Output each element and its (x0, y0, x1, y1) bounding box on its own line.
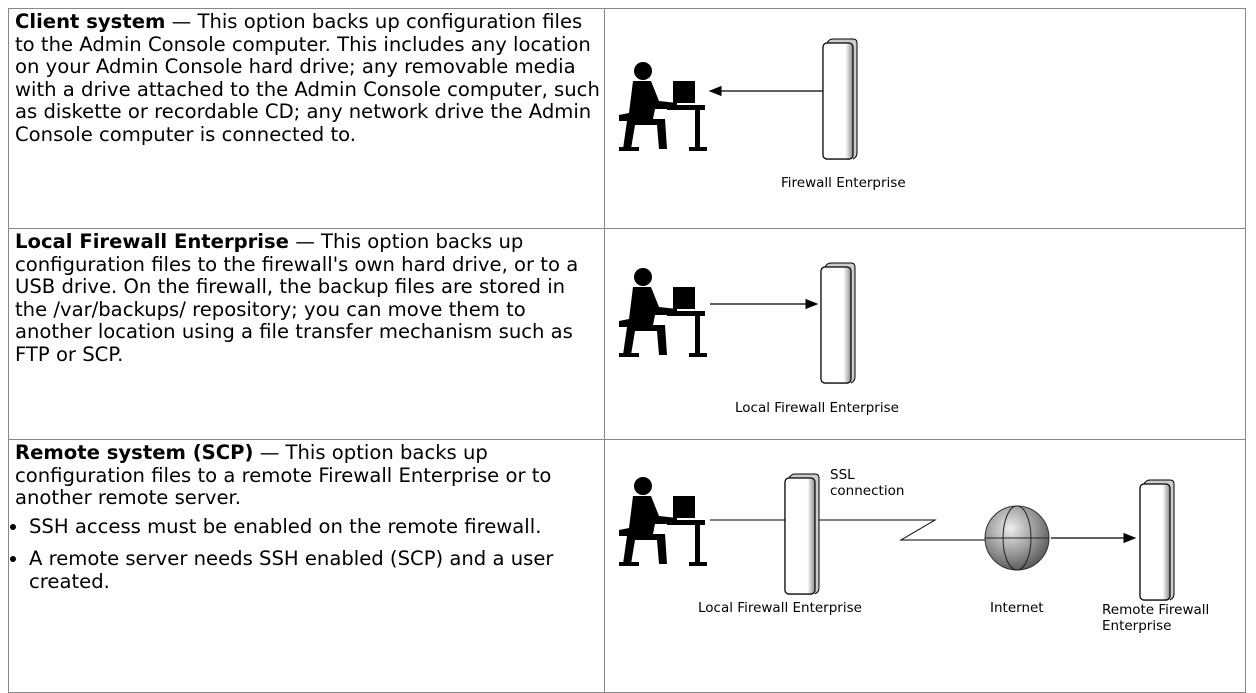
admin-icon (619, 268, 707, 357)
cell: SSL connection Local Firewall Enterprise… (604, 439, 1246, 693)
admin-icon (619, 62, 707, 151)
firewall-label: Local Firewall Enterprise (735, 400, 899, 416)
cell: Local Firewall Enterprise — This option … (8, 228, 605, 440)
bullet: SSH access must be enabled on the remote… (29, 515, 600, 539)
firewall-icon (822, 38, 858, 160)
option-text: Client system — This option backs up con… (9, 9, 604, 147)
firewall-icon (820, 262, 856, 384)
cell: Firewall Enterprise (604, 8, 1246, 229)
term: Client system (15, 10, 166, 33)
diagram: Local Firewall Enterprise (605, 229, 1245, 439)
connection-label: SSL connection (830, 467, 905, 499)
option-text: Local Firewall Enterprise — This option … (9, 229, 604, 367)
description: — This option backs up configuration fil… (15, 10, 600, 146)
cell: Local Firewall Enterprise (604, 228, 1246, 440)
options-table: Client system — This option backs up con… (8, 8, 1246, 693)
firewall-label: Local Firewall Enterprise (698, 600, 862, 616)
row: Local Firewall Enterprise — This option … (8, 228, 1246, 440)
option-text: Remote system (SCP) — This option backs … (9, 440, 604, 594)
diagram-graphic (619, 473, 1175, 601)
diagram: SSL connection Local Firewall Enterprise… (605, 440, 1245, 692)
remote-firewall-icon (1139, 479, 1175, 601)
term: Remote system (SCP) (15, 441, 254, 464)
term: Local Firewall Enterprise (15, 230, 289, 253)
ssl-line (819, 519, 985, 541)
row: Remote system (SCP) — This option backs … (8, 439, 1246, 693)
remote-label: Remote Firewall Enterprise (1102, 602, 1210, 634)
description: — This option backs up configuration fil… (15, 441, 552, 510)
cell: Remote system (SCP) — This option backs … (8, 439, 605, 693)
diagram-graphic (619, 262, 856, 384)
bullet: A remote server needs SSH enabled (SCP) … (29, 548, 600, 593)
cell: Client system — This option backs up con… (8, 8, 605, 229)
row: Client system — This option backs up con… (8, 8, 1246, 229)
internet-label: Internet (990, 600, 1044, 616)
description: — This option backs up configuration fil… (15, 230, 579, 366)
diagram: Firewall Enterprise (605, 9, 1245, 228)
diagram-graphic (619, 38, 858, 160)
firewall-label: Firewall Enterprise (781, 175, 906, 191)
bullet-list: SSH access must be enabled on the remote… (15, 515, 600, 594)
admin-icon (619, 477, 707, 566)
firewall-icon (784, 473, 820, 595)
